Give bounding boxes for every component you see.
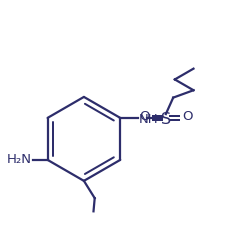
Text: S: S [161,112,171,126]
Text: O: O [139,110,150,123]
Text: O: O [182,110,192,123]
Text: H₂N: H₂N [7,153,32,166]
Text: NH: NH [139,113,158,126]
